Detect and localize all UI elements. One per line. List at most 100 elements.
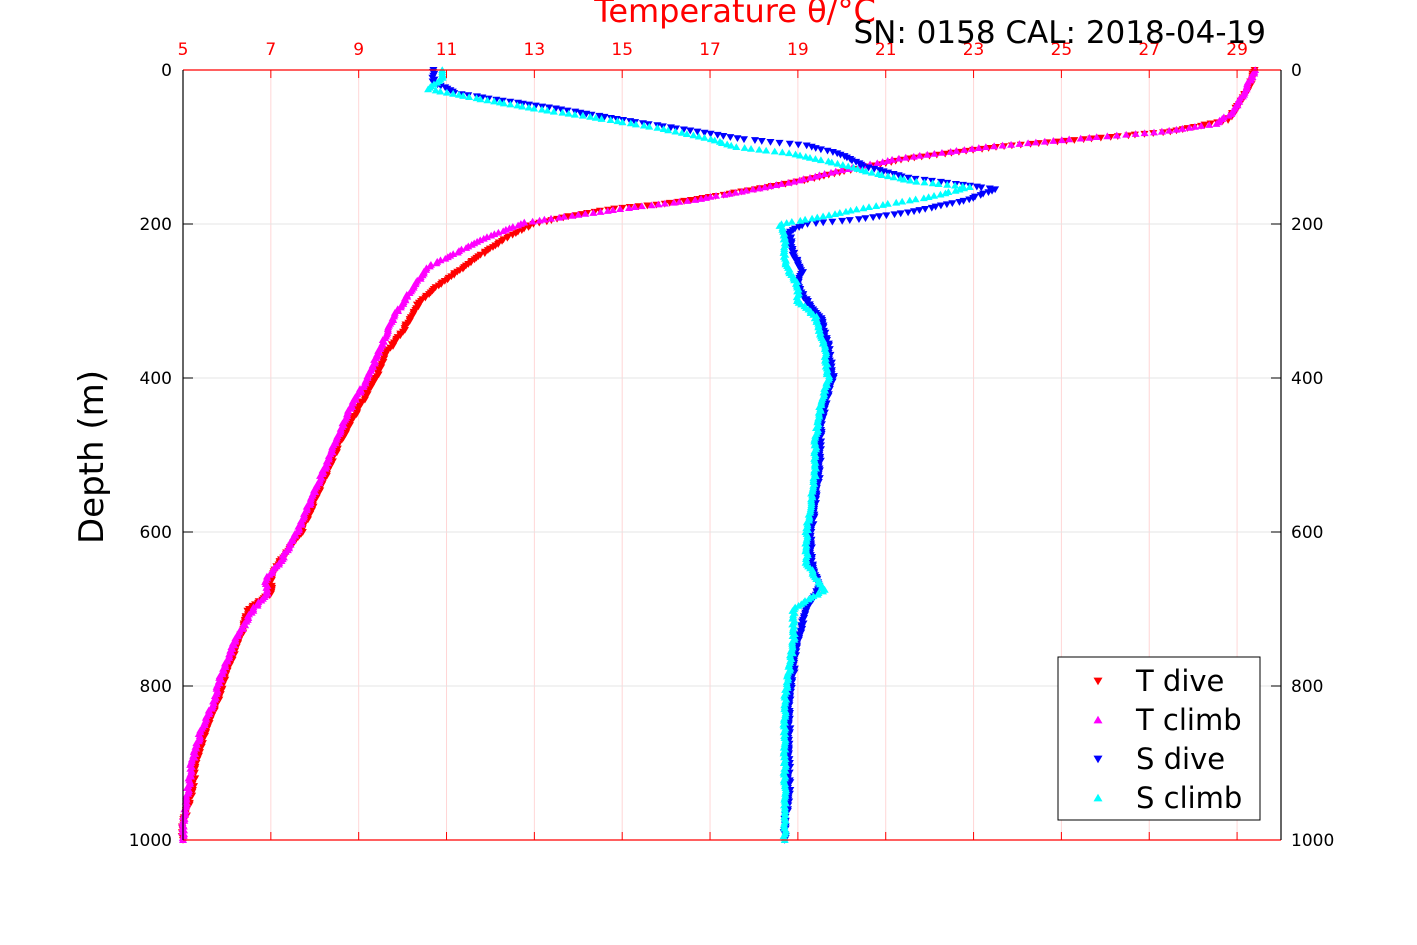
t-climb-point [637, 202, 646, 210]
s-dive-point [785, 140, 794, 148]
x-tick-label: 7 [265, 40, 276, 60]
t-climb-point [937, 148, 946, 156]
t-dive-point [434, 282, 443, 290]
t-climb-point [1065, 135, 1074, 143]
t-climb-point [568, 211, 577, 219]
axes: 5 7 9 11 13 15 17 19 21 23 25 27 29 0 0 200 200 400 400 600… [129, 40, 1335, 851]
t-climb-point [1157, 127, 1166, 135]
t-climb-point [777, 180, 786, 187]
t-climb-point [1085, 133, 1094, 141]
s-climb-point [951, 186, 960, 194]
s-climb-point [928, 179, 937, 187]
t-climb-point [720, 190, 729, 198]
s-climb-point [838, 161, 847, 168]
s-climb-point [442, 88, 451, 96]
t-climb-point [675, 197, 684, 205]
t-climb-point [514, 221, 523, 229]
t-climb-point [878, 158, 887, 166]
s-climb-point [796, 216, 805, 224]
t-climb-point [462, 244, 471, 251]
t-climb-point [1185, 123, 1194, 131]
s-climb-point [755, 145, 764, 153]
t-climb-point [731, 188, 740, 196]
s-climb-point [727, 141, 736, 149]
s-dive-point [828, 218, 837, 226]
s-dive-point [557, 106, 566, 114]
s-dive-point [576, 109, 585, 117]
s-dive-point [498, 97, 507, 105]
s-dive-point [563, 107, 572, 115]
t-climb-point [725, 189, 734, 197]
s-climb-point [943, 180, 952, 188]
t-climb-point [574, 210, 583, 218]
s-climb-point [911, 195, 920, 203]
data-points [177, 66, 1260, 844]
t-climb-point [540, 215, 549, 223]
x-tick-label: 27 [1138, 40, 1160, 60]
s-climb-point [824, 211, 833, 219]
s-climb-point [518, 102, 527, 110]
s-dive-point [750, 137, 759, 144]
t-climb-point [608, 206, 617, 213]
s-climb-point [558, 108, 567, 116]
s-climb-point [436, 87, 445, 95]
s-dive-point [911, 175, 920, 183]
t-climb-point [1049, 137, 1058, 144]
t-climb-point [766, 182, 775, 190]
s-climb-point [813, 590, 822, 598]
t-climb-point [1172, 125, 1181, 133]
s-climb-point [586, 112, 595, 120]
s-climb-point [778, 148, 787, 156]
t-climb-point [616, 205, 625, 212]
t-climb-point [883, 157, 892, 164]
s-climb-point [677, 128, 686, 136]
x-tick-label: 17 [699, 40, 721, 60]
legend-label-s-climb: S climb [1136, 781, 1242, 815]
t-climb-point [909, 152, 918, 160]
s-climb-point [606, 116, 615, 123]
t-climb-point [691, 196, 700, 203]
s-climb-point [682, 130, 691, 138]
t-climb-point [1031, 138, 1040, 146]
t-climb-point [811, 172, 820, 180]
t-climb-point [1205, 121, 1214, 128]
s-climb-point [841, 207, 850, 215]
legend-marker-s-dive [1093, 755, 1103, 764]
s-climb-point [747, 144, 756, 152]
y-axis-label: Depth (m) [72, 370, 112, 544]
s-climb-point [618, 118, 627, 126]
t-climb-point [981, 143, 990, 150]
x-tick-label: 11 [436, 40, 458, 60]
s-climb-point [852, 205, 861, 213]
s-dive-point [861, 215, 870, 223]
s-climb-point [490, 97, 499, 105]
t-climb-point [487, 231, 496, 239]
s-dive-point [936, 178, 945, 186]
s-dive-point [531, 102, 540, 110]
t-climb-point [806, 174, 815, 181]
s-dive-point [713, 131, 722, 139]
s-climb-point [631, 120, 640, 128]
s-climb-point [965, 183, 974, 191]
x-tick-label: 5 [178, 40, 189, 60]
s-climb-point [813, 213, 822, 221]
s-climb-point [878, 201, 887, 208]
t-climb-point [790, 177, 799, 185]
s-climb-point [740, 144, 749, 151]
legend-box [1057, 656, 1261, 821]
s-dive-point [819, 219, 828, 227]
s-climb-point [853, 165, 862, 172]
s-dive-point [854, 216, 863, 223]
s-dive-point [794, 141, 803, 149]
t-climb-point [596, 208, 605, 215]
t-climb-point [1224, 111, 1233, 119]
s-climb-point [920, 178, 929, 186]
t-dive-point [643, 202, 652, 210]
chart-title: Temperature θ/°C [593, 0, 876, 30]
instrument-info: SN: 0158 CAL: 2018-04-19 [854, 15, 1267, 51]
s-climb-point [424, 85, 433, 93]
s-climb-point [694, 132, 703, 140]
s-climb-point [659, 125, 668, 133]
t-climb-point [930, 149, 939, 157]
s-climb-point [941, 189, 950, 197]
